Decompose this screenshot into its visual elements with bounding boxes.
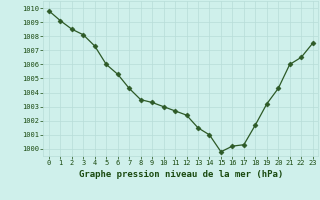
X-axis label: Graphe pression niveau de la mer (hPa): Graphe pression niveau de la mer (hPa) bbox=[79, 170, 283, 179]
